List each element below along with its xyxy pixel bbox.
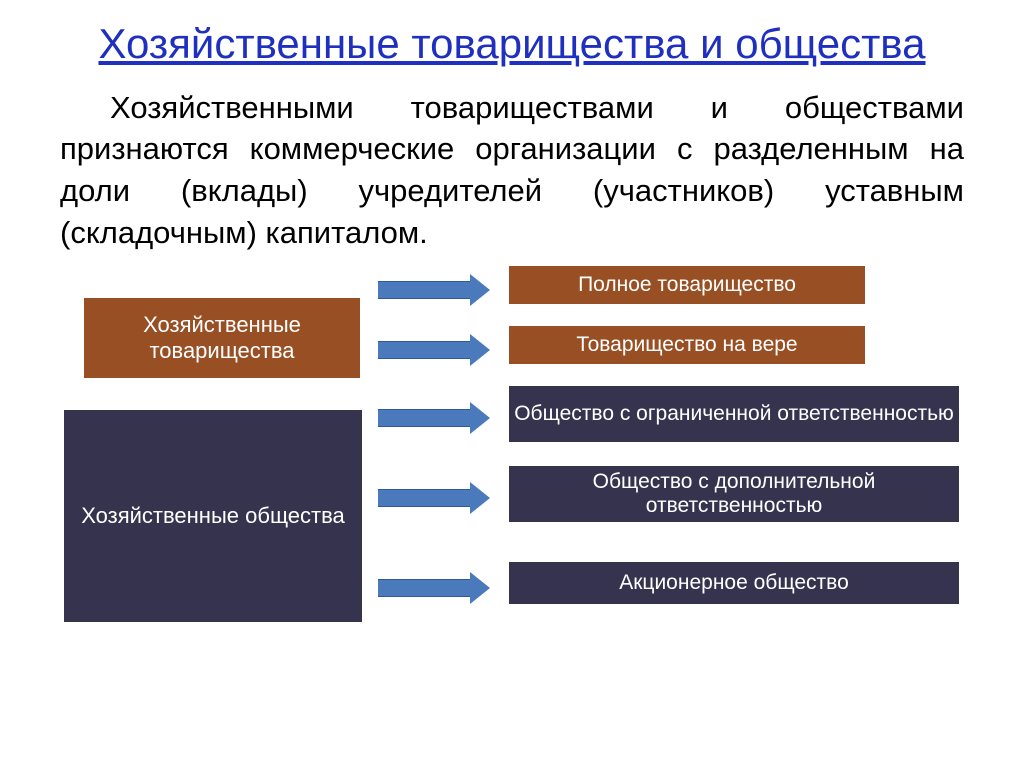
source-box-partnerships: Хозяйственные товарищества — [82, 296, 362, 380]
arrow-body — [378, 489, 472, 507]
arrow-head-icon — [470, 402, 490, 434]
arrow-head-icon — [470, 334, 490, 366]
arrow-1 — [378, 334, 490, 366]
target-box-jsc-label: Акционерное общество — [619, 571, 849, 595]
definition-paragraph: Хозяйственными товариществами и общества… — [0, 79, 1024, 264]
target-box-faith-partnership-label: Товарищество на вере — [576, 333, 797, 357]
arrow-3 — [378, 482, 490, 514]
target-box-jsc: Акционерное общество — [507, 560, 961, 606]
arrow-body — [378, 409, 472, 427]
page-title: Хозяйственные товарищества и общества — [0, 0, 1024, 79]
arrow-4 — [378, 572, 490, 604]
target-box-alc: Общество с дополнительной ответственност… — [507, 464, 961, 524]
target-box-full-partnership: Полное товарищество — [507, 264, 867, 306]
target-box-full-partnership-label: Полное товарищество — [578, 273, 796, 297]
arrow-head-icon — [470, 572, 490, 604]
arrow-0 — [378, 274, 490, 306]
arrow-head-icon — [470, 274, 490, 306]
definition-text: Хозяйственными товариществами и общества… — [60, 90, 964, 251]
source-box-partnerships-label: Хозяйственные товарищества — [88, 312, 356, 364]
arrow-2 — [378, 402, 490, 434]
target-box-llc: Общество с ограниченной ответственностью — [507, 384, 961, 444]
target-box-alc-label: Общество с дополнительной ответственност… — [513, 470, 955, 518]
target-box-faith-partnership: Товарищество на вере — [507, 324, 867, 366]
target-box-llc-label: Общество с ограниченной ответственностью — [514, 402, 954, 426]
source-box-companies: Хозяйственные общества — [62, 408, 364, 624]
source-box-companies-label: Хозяйственные общества — [81, 503, 345, 529]
arrow-body — [378, 579, 472, 597]
arrow-body — [378, 281, 472, 299]
arrow-head-icon — [470, 482, 490, 514]
classification-diagram: Хозяйственные товарищества Хозяйственные … — [0, 264, 1024, 674]
arrow-body — [378, 341, 472, 359]
